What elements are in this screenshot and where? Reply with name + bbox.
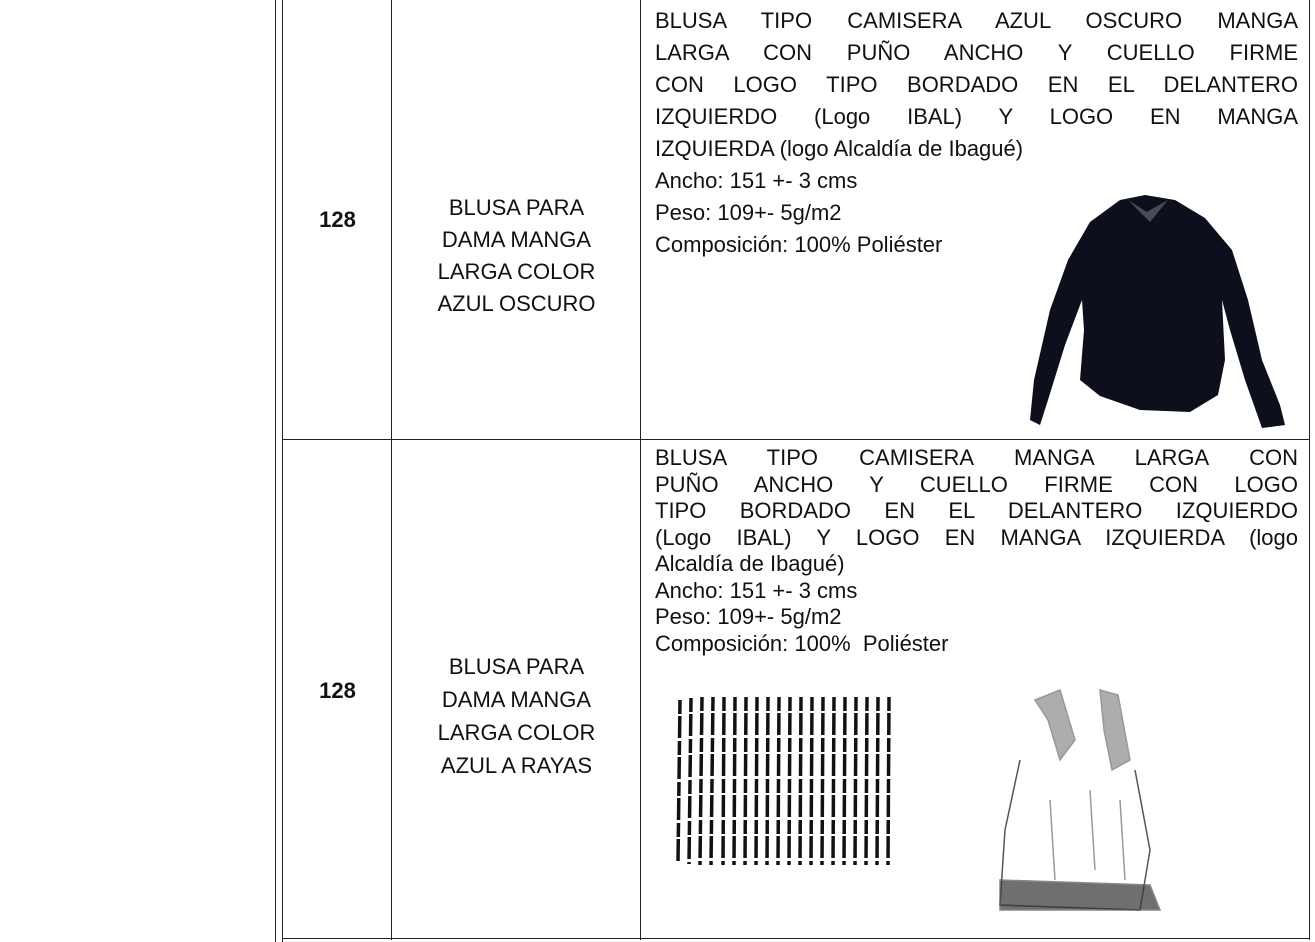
text-line: (Logo IBAL) Y LOGO EN MANGA IZQUIERDA (l…: [655, 524, 1298, 550]
text-line: Peso: 109+- 5g/m2: [655, 604, 842, 629]
item-name: BLUSA PARA DAMA MANGA LARGA COLOR AZUL OSCU…: [392, 192, 641, 320]
item-description: BLUSA TIPO CAMISERA MANGA LARGA CON PUÑO …: [655, 445, 1298, 657]
border: [1309, 0, 1310, 940]
border: [275, 0, 276, 942]
border: [391, 0, 392, 940]
stripe-swatch: [676, 696, 891, 866]
text-line: Ancho: 151 +- 3 cms: [655, 577, 858, 603]
text-line: Composición: 100% Poliéster: [655, 630, 949, 656]
text-line: LARGA COLOR: [437, 720, 596, 745]
text-line: AZUL OSCURO: [437, 291, 596, 316]
text-line: LARGA CON PUÑO ANCHO Y CUELLO FIRME: [655, 40, 1298, 65]
text-line: Ancho: 151 +- 3 cms: [655, 168, 858, 193]
text-line: BLUSA TIPO CAMISERA MANGA LARGA CON: [655, 445, 1298, 470]
text-line: PUÑO ANCHO Y CUELLO FIRME CON LOGO: [655, 471, 1298, 497]
text-line: IZQUIERDO (Logo IBAL) Y LOGO EN MANGA: [655, 104, 1298, 129]
text-line: DAMA MANGA: [441, 227, 592, 252]
border: [282, 0, 283, 942]
text-line: BLUSA TIPO CAMISERA AZUL OSCURO MANGA: [655, 8, 1298, 33]
item-name: BLUSA PARA DAMA MANGA LARGA COLOR AZUL A RA…: [392, 650, 641, 782]
item-number: 128: [319, 678, 356, 703]
border: [640, 0, 641, 940]
border: [283, 938, 1310, 939]
text-line: BLUSA PARA: [448, 195, 585, 220]
text-line: Alcaldía de Ibagué): [655, 551, 845, 576]
text-line: IZQUIERDA (logo Alcaldía de Ibagué): [655, 136, 1024, 161]
text-line: BLUSA PARA: [448, 654, 585, 679]
item-number: 128: [319, 207, 356, 232]
text-line: CON LOGO TIPO BORDADO EN EL DELANTERO: [655, 72, 1298, 97]
text-line: DAMA MANGA: [441, 687, 592, 712]
item-description: BLUSA TIPO CAMISERA AZUL OSCURO MANGA LAR…: [655, 5, 1298, 261]
border: [283, 439, 1310, 440]
text-line: Composición: 100% Poliéster: [655, 232, 943, 257]
shirt-dark: [1030, 195, 1285, 428]
shirt-striped: [999, 688, 1162, 911]
text-line: AZUL A RAYAS: [440, 753, 593, 778]
text-line: LARGA COLOR: [437, 259, 596, 284]
text-line: TIPO BORDADO EN EL DELANTERO IZQUIERDO: [655, 498, 1298, 523]
text-line: Peso: 109+- 5g/m2: [655, 200, 842, 225]
